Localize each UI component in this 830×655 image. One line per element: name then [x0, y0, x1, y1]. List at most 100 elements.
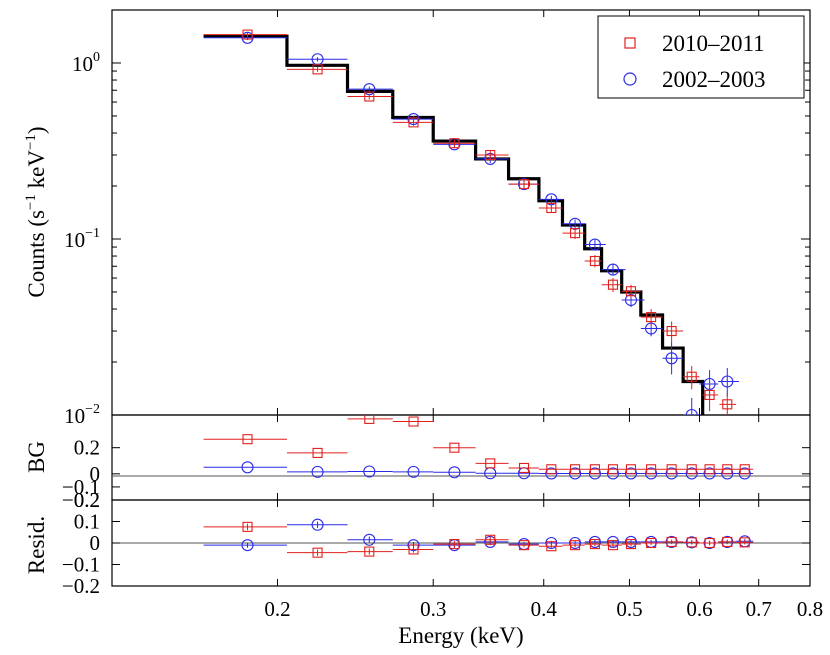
bg-point-2010 — [589, 464, 600, 475]
bg-point-2002 — [606, 467, 620, 480]
resid-panel-data — [203, 518, 754, 558]
top-point-2002 — [685, 408, 698, 415]
resid-point-2010 — [312, 547, 323, 558]
resid-point-2010 — [739, 537, 750, 548]
bg-point-2010 — [607, 464, 619, 475]
top-point-2010 — [312, 64, 323, 75]
bg-panel-data — [203, 415, 754, 480]
bg-point-2002 — [363, 465, 376, 478]
resid-y-tick-label: 0.2 — [74, 488, 100, 512]
resid-point-2002 — [241, 539, 254, 552]
top-point-2010 — [518, 179, 530, 190]
top-point-2010 — [570, 228, 581, 239]
top-ylabel-mid: keV — [24, 150, 49, 194]
bg-y-tick-label: −0.2 — [62, 488, 100, 512]
bg-point-2002 — [721, 467, 734, 480]
legend-box — [597, 15, 805, 99]
top-point-2010 — [546, 202, 557, 214]
top-point-2010 — [722, 399, 733, 410]
resid-point-2010 — [485, 534, 496, 545]
bg-point-2010 — [364, 415, 375, 424]
legend-circle-marker — [623, 72, 637, 86]
resid-point-2010 — [242, 521, 253, 532]
bg-point-2010 — [625, 464, 637, 475]
model-step-line — [203, 34, 705, 415]
bg-point-2010 — [722, 464, 733, 475]
bg-point-2002 — [624, 467, 638, 480]
top-point-2010 — [485, 149, 496, 161]
top-point-2010 — [686, 371, 697, 382]
bg-y-tick-label: 0 — [90, 462, 101, 486]
bg-point-2010 — [570, 464, 581, 475]
legend-square-marker — [624, 37, 636, 49]
x-tick-label: 0.6 — [686, 597, 712, 621]
top-point-2010 — [607, 279, 619, 290]
legend-label-2010: 2010–2011 — [662, 31, 765, 56]
top-point-2010 — [646, 312, 657, 323]
bg-point-2002 — [645, 467, 658, 480]
bg-point-2002 — [311, 465, 324, 478]
top-ylabel-pre: Counts (s — [24, 210, 49, 298]
top-point-2010 — [666, 325, 677, 337]
resid-point-2010 — [646, 537, 657, 549]
resid-y-tick-label: 0.1 — [74, 510, 100, 534]
resid-point-2002 — [363, 533, 376, 546]
bg-point-2010 — [546, 464, 557, 475]
x-tick-label: 0.2 — [264, 597, 290, 621]
top-point-2010 — [449, 138, 460, 149]
top-panel-data — [203, 29, 740, 415]
axis-ticks: 0.2 0.3 0.4 0.5 0.6 0.7 0.810010−110−20.20−0.1… — [62, 9, 823, 621]
resid-point-2010 — [722, 536, 733, 547]
resid-point-2010 — [686, 537, 697, 548]
bg-point-2010 — [739, 464, 750, 475]
resid-point-2010 — [518, 540, 530, 551]
resid-point-2002 — [311, 518, 324, 531]
resid-point-2010 — [704, 537, 715, 549]
bg-point-2002 — [588, 467, 601, 480]
bg-point-2010 — [518, 462, 530, 474]
bg-point-2010 — [485, 458, 496, 469]
top-point-2002 — [606, 263, 620, 276]
resid-y-tick-label: −0.1 — [62, 553, 100, 577]
resid-point-2010 — [607, 540, 619, 551]
bg-point-2010 — [704, 464, 715, 475]
bg-point-2002 — [703, 467, 716, 480]
resid-y-tick-label: −0.2 — [62, 574, 100, 598]
top-point-2002 — [241, 31, 254, 44]
bg-point-2002 — [665, 467, 678, 480]
bg-point-2002 — [569, 467, 582, 480]
top-point-2010 — [625, 286, 637, 297]
bg-point-2010 — [666, 464, 677, 475]
bg-point-2010 — [686, 464, 697, 475]
top-point-2010 — [589, 255, 600, 267]
top-point-2010 — [408, 117, 419, 128]
bg-point-2010 — [646, 464, 657, 475]
bg-point-2002 — [448, 466, 461, 479]
top-point-2002 — [588, 238, 601, 251]
x-tick-label: 0.3 — [420, 597, 446, 621]
resid-point-2010 — [625, 539, 637, 550]
resid-point-2002 — [484, 535, 497, 548]
resid-point-2010 — [570, 540, 581, 551]
resid-y-tick-label: 0 — [90, 531, 101, 555]
resid-point-2010 — [364, 546, 375, 557]
top-point-2010 — [704, 389, 715, 400]
resid-point-2002 — [624, 535, 638, 548]
top-point-2002 — [665, 352, 678, 365]
top-point-2002 — [721, 375, 734, 388]
resid-point-2002 — [588, 535, 601, 548]
x-tick-label: 0.7 — [746, 597, 772, 621]
x-axis-label: Energy (keV) — [398, 623, 523, 648]
legend-label-2002: 2002–2003 — [662, 67, 766, 92]
bg-point-2010 — [312, 447, 323, 458]
legend: 2010–2011 2002–2003 — [597, 15, 805, 99]
bg-panel-frame — [111, 414, 811, 501]
top-ylabel-sup2: −1 — [23, 134, 39, 150]
bg-y-tick-label: −0.1 — [62, 475, 100, 499]
resid-point-2002 — [606, 535, 620, 548]
bg-point-2002 — [685, 467, 698, 480]
resid-y-axis-label: Resid. — [24, 516, 49, 574]
y-tick-label: 10−2 — [64, 402, 100, 428]
top-ylabel-post: ) — [24, 126, 49, 134]
bg-y-axis-label: BG — [24, 441, 49, 473]
